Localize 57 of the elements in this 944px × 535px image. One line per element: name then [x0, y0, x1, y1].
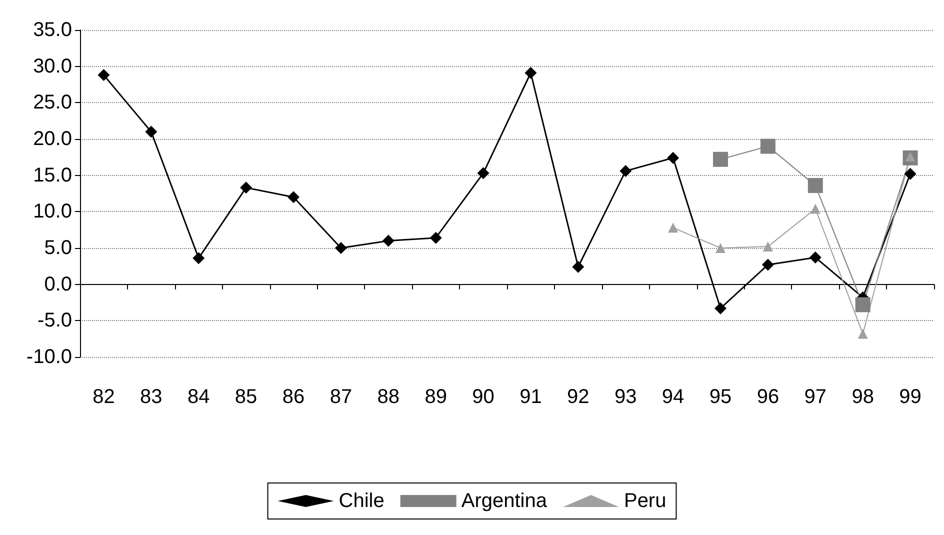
y-tick-label: 10.0	[33, 200, 72, 223]
y-tick-label: 25.0	[33, 92, 72, 114]
y-tick-label: -10.0	[26, 346, 72, 368]
point	[714, 302, 726, 314]
point	[382, 234, 394, 247]
point	[240, 182, 252, 194]
x-tick-label: 95	[709, 386, 732, 408]
point	[762, 242, 773, 252]
y-tick-label: 20.0	[33, 128, 72, 150]
y-tick-label: 15.0	[33, 164, 72, 186]
point	[145, 126, 158, 138]
point	[809, 251, 822, 264]
point	[524, 66, 537, 79]
x-tick-label: 88	[377, 386, 400, 408]
point	[288, 191, 300, 204]
x-tick-label: 82	[92, 386, 115, 408]
y-tick-label: 35.0	[33, 19, 72, 41]
x-tick-label: 85	[234, 386, 258, 408]
point	[430, 232, 442, 244]
x-tick-label: 98	[852, 386, 874, 408]
x-tick-label: 87	[330, 386, 352, 408]
x-tick-label: 94	[662, 386, 684, 408]
x-tick-label: 96	[756, 386, 780, 408]
legend-label: Chile	[338, 490, 384, 512]
point	[572, 260, 584, 273]
x-tick-label: 83	[140, 386, 162, 408]
point	[716, 243, 726, 253]
x-tick-label: 93	[614, 386, 637, 408]
point	[858, 328, 868, 339]
point	[477, 167, 490, 180]
x-tick-label: 92	[567, 386, 590, 408]
x-tick-label: 97	[804, 386, 827, 408]
point	[904, 168, 916, 180]
point	[713, 152, 728, 167]
point	[192, 252, 205, 264]
point	[762, 258, 774, 271]
x-tick-label: 99	[899, 386, 922, 408]
point	[760, 138, 776, 154]
legend-label: Argentina	[461, 490, 548, 512]
point	[668, 222, 678, 233]
x-tick-label: 89	[424, 386, 447, 408]
y-tick-label: 0.0	[44, 273, 72, 296]
point	[810, 204, 820, 214]
x-tick-label: 84	[187, 386, 210, 408]
point	[855, 297, 870, 312]
y-tick-label: 30.0	[33, 55, 72, 78]
y-tick-label: -5.0	[38, 310, 72, 332]
point	[98, 69, 110, 82]
legend-label: Peru	[624, 490, 666, 512]
point	[667, 152, 680, 164]
point	[334, 242, 347, 254]
x-tick-label: 86	[282, 386, 305, 408]
y-tick-label: 5.0	[44, 237, 72, 259]
point	[808, 178, 823, 194]
x-tick-label: 90	[472, 386, 494, 408]
x-tick-label: 91	[520, 386, 542, 408]
point	[620, 164, 632, 177]
